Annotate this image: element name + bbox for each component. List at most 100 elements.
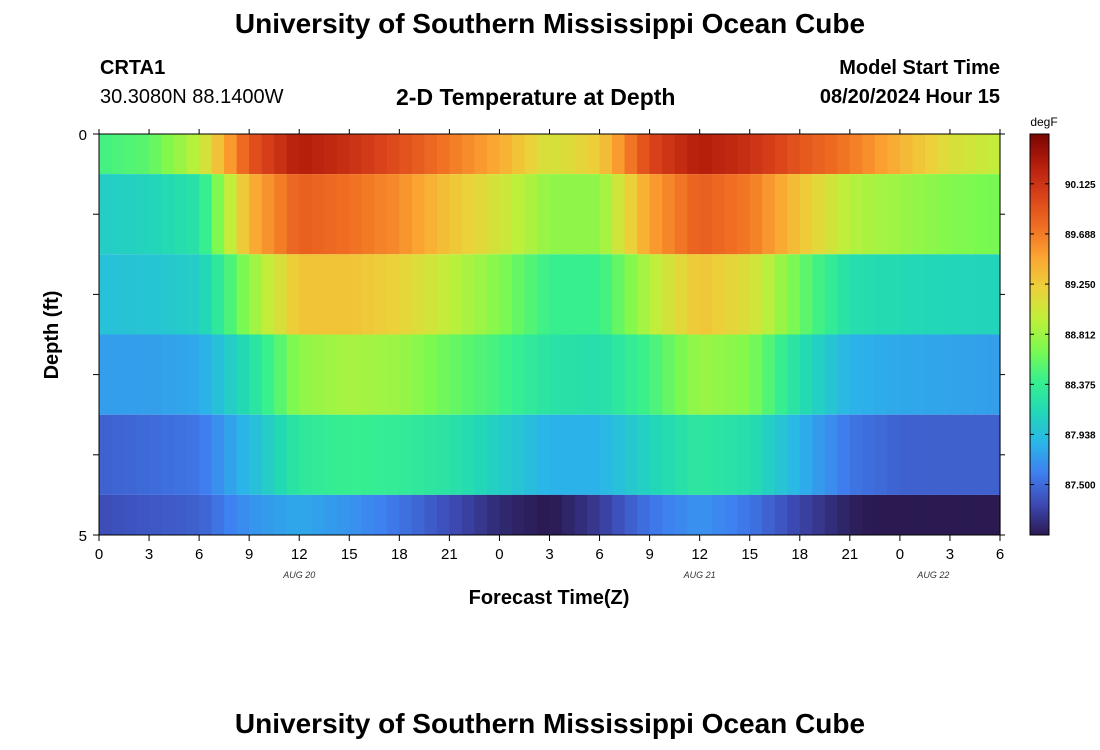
heat-cell (849, 174, 863, 255)
heat-cell (862, 334, 876, 415)
heat-cell (299, 174, 313, 255)
heat-cell (762, 334, 776, 415)
heat-cell (224, 494, 238, 535)
heat-cell (612, 254, 626, 335)
x-tick-label: 0 (95, 546, 103, 563)
heat-cell (361, 334, 375, 415)
x-tick-label: 21 (441, 546, 458, 563)
heat-cell (949, 334, 964, 415)
heat-cell (624, 494, 638, 535)
heat-cell (924, 254, 939, 335)
heat-cell (949, 254, 964, 335)
page-title: University of Southern Mississippi Ocean… (234, 8, 866, 39)
heat-cell (962, 134, 976, 175)
heat-cell (649, 254, 663, 335)
heat-cell (486, 254, 501, 335)
heat-cell (286, 334, 300, 415)
heat-cell (511, 334, 526, 415)
heat-cell (724, 414, 738, 495)
heat-cell (536, 414, 551, 495)
heat-cell (674, 134, 688, 175)
heat-cell (812, 334, 826, 415)
heat-cell (899, 254, 913, 335)
heat-cell (599, 134, 613, 175)
heat-cell (874, 254, 888, 335)
heat-cell (812, 414, 826, 495)
heat-cell (687, 254, 701, 335)
heat-cell (762, 134, 776, 175)
heat-cell (924, 134, 939, 175)
heat-cell (562, 494, 576, 535)
y-axis-label: Depth (ft) (41, 291, 63, 380)
heat-cell (587, 494, 601, 535)
heat-cell (174, 134, 188, 175)
heat-cell (974, 134, 989, 175)
heat-cell (887, 494, 901, 535)
heat-cell (924, 494, 939, 535)
heat-cell (136, 334, 150, 415)
heat-cell (299, 494, 313, 535)
heat-cell (637, 134, 651, 175)
heat-cell (549, 494, 563, 535)
heat-cell (712, 254, 726, 335)
heat-cell (161, 134, 175, 175)
heat-cell (336, 254, 350, 335)
heat-cell (274, 494, 288, 535)
heat-cell (236, 494, 250, 535)
heat-cell (599, 334, 613, 415)
heat-cell (261, 254, 275, 335)
heat-cell (849, 494, 863, 535)
heat-cell (499, 414, 513, 495)
y-axis: 05 (79, 127, 1005, 545)
heat-cell (637, 494, 651, 535)
heat-cell (311, 174, 325, 255)
heat-cell (174, 414, 188, 495)
heat-cell (199, 414, 213, 495)
heat-cell (536, 334, 551, 415)
heat-cell (311, 254, 325, 335)
heat-cell (899, 134, 913, 175)
heat-cell (649, 414, 663, 495)
heat-cell (186, 334, 200, 415)
heat-cell (637, 414, 651, 495)
heat-cell (436, 254, 450, 335)
heat-cell (261, 334, 275, 415)
heat-cell (411, 334, 425, 415)
heat-cell (474, 254, 488, 335)
x-tick-label: 15 (741, 546, 758, 563)
heat-cell (937, 174, 951, 255)
heat-cell (699, 414, 713, 495)
heat-cell (211, 254, 225, 335)
heat-cell (737, 414, 751, 495)
heatmap-cells (99, 134, 1001, 535)
heat-cell (799, 334, 813, 415)
heat-cell (136, 254, 150, 335)
heat-cell (987, 414, 1001, 495)
heat-cell (949, 414, 964, 495)
heat-cell (574, 174, 588, 255)
heat-cell (149, 334, 163, 415)
heat-cell (687, 134, 701, 175)
colorbar-tick-label: 87.500 (1065, 481, 1096, 492)
heat-cell (174, 254, 188, 335)
heat-cell (536, 254, 551, 335)
heat-cell (662, 134, 676, 175)
heat-cell (974, 254, 989, 335)
heat-cell (699, 134, 713, 175)
heat-cell (912, 174, 926, 255)
x-tick-label: 3 (145, 546, 153, 563)
heat-cell (211, 494, 225, 535)
heat-cell (349, 494, 363, 535)
heat-cell (124, 414, 138, 495)
heat-cell (336, 174, 350, 255)
heat-cell (687, 494, 701, 535)
heat-cell (899, 414, 913, 495)
heat-cell (737, 134, 751, 175)
heat-cell (687, 334, 701, 415)
heat-cell (111, 334, 125, 415)
heat-cell (224, 174, 238, 255)
heat-cell (511, 174, 526, 255)
heat-cell (136, 134, 150, 175)
heat-cell (411, 134, 425, 175)
x-tick-label: 18 (391, 546, 408, 563)
